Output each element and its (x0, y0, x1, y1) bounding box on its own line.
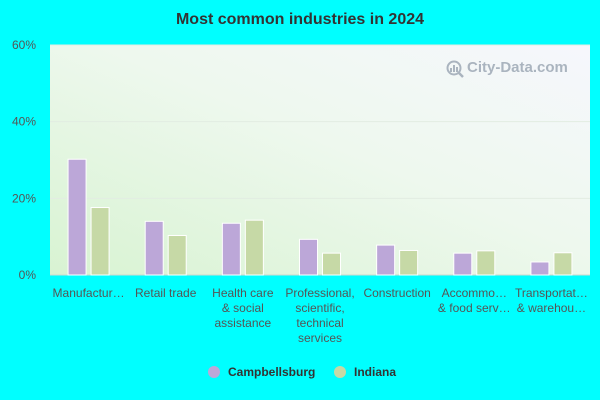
x-tick-label: Retail trade (135, 286, 197, 300)
bar-indiana[interactable] (476, 250, 496, 276)
bar-indiana[interactable] (399, 249, 419, 276)
x-tick-label: Manufactur… (53, 286, 125, 300)
x-tick-label: Construction (363, 286, 430, 300)
chart-title: Most common industries in 2024 (176, 11, 424, 28)
plot-area (50, 45, 590, 275)
bar-indiana[interactable] (167, 235, 187, 276)
y-tick-label: 60% (12, 38, 36, 52)
y-tick-label: 0% (19, 268, 37, 282)
magnifier-icon (446, 60, 464, 78)
bar-campbellsburg[interactable] (221, 222, 241, 276)
bar-campbellsburg[interactable] (376, 244, 396, 276)
bar-indiana[interactable] (322, 252, 341, 276)
legend-swatch (334, 366, 346, 378)
legend-swatch (208, 366, 220, 378)
x-tick-label: Professional, scientific, technical service… (285, 286, 354, 345)
bar-indiana[interactable] (90, 207, 110, 276)
legend-label: Campbellsburg (228, 365, 315, 379)
y-tick-label: 40% (12, 115, 36, 129)
x-tick-label: Accommo… & food serv… (438, 286, 511, 315)
bar-indiana[interactable] (553, 252, 573, 276)
legend-label: Indiana (354, 365, 396, 379)
y-tick-label: 20% (12, 191, 36, 205)
x-tick-label: Transportat… & warehou… (515, 286, 588, 315)
watermark-text: City-Data.com (467, 59, 568, 76)
bar-campbellsburg[interactable] (299, 238, 318, 276)
bar-campbellsburg[interactable] (144, 220, 164, 276)
bar-campbellsburg[interactable] (530, 261, 550, 276)
watermark: City-Data.com (446, 59, 568, 78)
bar-campbellsburg[interactable] (67, 158, 87, 276)
bar-indiana[interactable] (244, 219, 264, 276)
x-tick-label: Health care & social assistance (212, 286, 274, 330)
bar-campbellsburg[interactable] (453, 252, 473, 276)
